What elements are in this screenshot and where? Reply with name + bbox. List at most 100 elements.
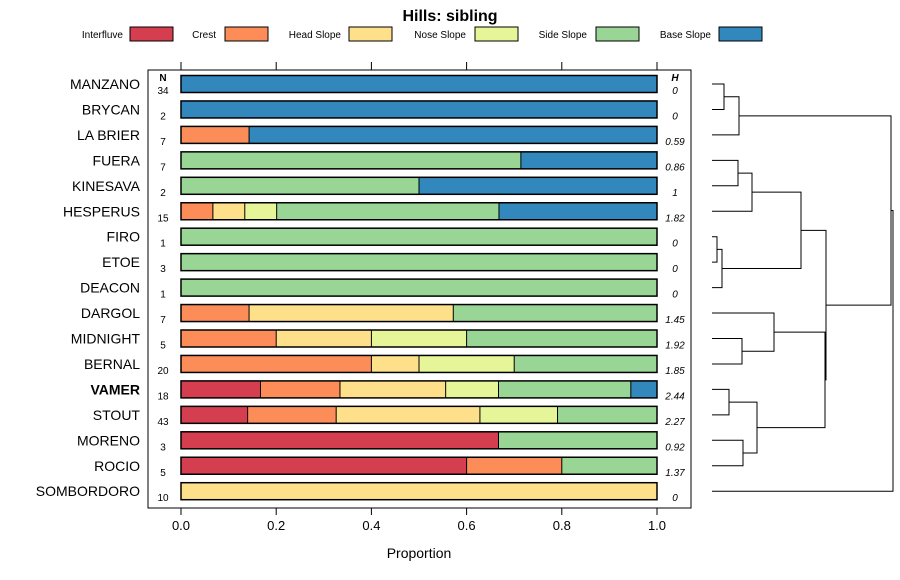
x-axis: 0.0 0.2 0.4 0.6 0.8 1.0 [172, 508, 666, 533]
x-axis-label: Proportion [387, 545, 452, 561]
row-n-value: 18 [157, 391, 169, 402]
row-label: KINESAVA [72, 178, 141, 194]
bar-outline [180, 354, 658, 374]
legend-label: Side Slope [539, 30, 588, 41]
dendrogram-branch [712, 96, 740, 136]
bar-segment-side-slope [181, 253, 657, 271]
row-midnight: MIDNIGHT 5 1.92 [71, 329, 685, 352]
bar-segment-crest [247, 406, 337, 424]
legend-swatch [129, 26, 174, 42]
legend-item-crest: Crest [192, 26, 269, 42]
row-n-value: 5 [160, 468, 166, 479]
bar-segment-side-slope [181, 151, 521, 169]
row-sombordoro: SOMBORDORO 10 0 [36, 481, 678, 504]
row-n-value: 20 [157, 366, 169, 377]
row-label: BRYCAN [82, 101, 140, 117]
bar-segment-side-slope [181, 279, 657, 297]
legend-item-nose-slope: Nose Slope [414, 26, 519, 42]
x-tick-label: 0.8 [553, 518, 571, 533]
bar-outline [180, 431, 658, 450]
bar-segment-nose-slope [445, 380, 499, 398]
row-vamer: VAMER 18 2.44 [90, 380, 685, 402]
bar-outline [180, 278, 658, 297]
chart-title: Hills: sibling [402, 8, 497, 25]
bar-segment-base-slope [630, 380, 657, 398]
dendrogram-branch [712, 172, 753, 212]
row-n-value: 34 [157, 86, 169, 97]
bar-segment-head-slope [276, 330, 372, 347]
bar-segment-crest [181, 330, 277, 347]
bar-outline [180, 303, 658, 323]
bar-outline [180, 481, 658, 501]
row-h-value: 1.92 [665, 341, 685, 352]
row-h-value: 0 [672, 290, 678, 301]
bar-segment-interfluve [181, 457, 467, 475]
legend-swatch [595, 26, 640, 42]
legend-item-side-slope: Side Slope [539, 26, 640, 42]
row-n-value: 15 [157, 213, 169, 224]
legend-item-head-slope: Head Slope [289, 26, 393, 42]
row-h-value: 1.85 [665, 366, 685, 377]
x-tick-label: 0.6 [458, 518, 476, 533]
legend-label: Nose Slope [414, 30, 466, 41]
row-label: BERNAL [84, 356, 140, 372]
row-label: DEACON [80, 280, 140, 296]
row-h-value: 0 [672, 264, 678, 275]
bar-outline [180, 405, 658, 425]
dendrogram [712, 83, 894, 492]
row-moreno: MORENO 3 0.92 [77, 431, 685, 453]
row-label: MIDNIGHT [71, 331, 141, 347]
row-label: MORENO [77, 432, 140, 448]
bar-outline [180, 125, 658, 145]
dendrogram-branch [712, 439, 744, 467]
dendrogram-branch [757, 331, 826, 429]
row-h-value: 0 [672, 86, 678, 97]
bar-outline [180, 252, 658, 272]
row-label: STOUT [93, 407, 141, 423]
bar-segment-base-slope [181, 100, 657, 118]
row-deacon: DEACON 1 0 [80, 278, 678, 301]
bar-outline [180, 227, 658, 246]
bar-segment-crest [181, 304, 250, 322]
bar-segment-base-slope [419, 177, 657, 195]
row-h-value: 2.44 [664, 391, 685, 402]
row-h-value: 0 [672, 239, 678, 250]
row-n-value: 7 [160, 137, 166, 148]
bar-segment-side-slope [466, 330, 657, 347]
row-label: DARGOL [81, 305, 140, 321]
x-tick-label: 0.4 [362, 518, 380, 533]
row-label: SOMBORDORO [36, 483, 140, 499]
legend: Interfluve Crest Head Slope Nose Slope Side … [82, 26, 763, 42]
row-label: MANZANO [70, 76, 140, 92]
bar-segment-base-slope [249, 126, 657, 144]
row-n-value: 1 [160, 239, 166, 250]
legend-label: Crest [192, 30, 216, 41]
dendrogram-branch [712, 236, 718, 263]
legend-label: Base Slope [660, 30, 712, 41]
row-h-value: 0.92 [665, 442, 685, 453]
x-tick-label: 0.2 [267, 518, 285, 533]
row-n-value: 2 [160, 111, 166, 122]
legend-label: Interfluve [82, 30, 124, 41]
bar-segment-crest [260, 380, 340, 398]
bar-segment-base-slope [520, 151, 657, 169]
plot-frame [147, 69, 692, 509]
bar-segment-head-slope [336, 406, 480, 424]
bar-segment-interfluve [181, 431, 499, 449]
legend-label: Head Slope [289, 30, 342, 41]
row-n-value: 2 [160, 188, 166, 199]
bar-outline [180, 100, 658, 119]
row-label: VAMER [90, 381, 140, 397]
bar-outline [180, 456, 658, 475]
bar-segment-nose-slope [244, 202, 277, 220]
bar-segment-nose-slope [371, 330, 467, 347]
row-h-value: 0 [672, 493, 678, 504]
bar-segment-side-slope [498, 380, 631, 398]
row-n-value: 3 [160, 264, 166, 275]
row-n-value: 5 [160, 341, 166, 352]
row-n-value: 10 [157, 493, 169, 504]
bar-segment-nose-slope [479, 406, 558, 424]
row-label: ETOE [102, 254, 140, 270]
row-rocio: ROCIO 5 1.37 [94, 456, 685, 479]
row-n-value: 1 [160, 290, 166, 301]
